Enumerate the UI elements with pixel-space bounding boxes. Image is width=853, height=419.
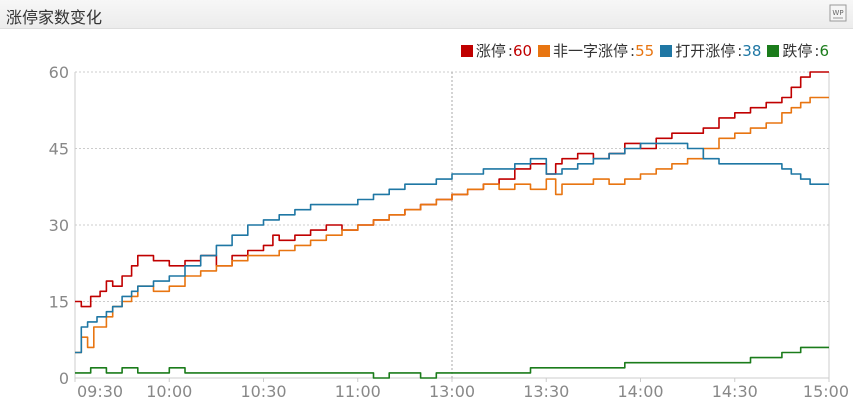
chart-title: 涨停家数变化 [6,8,103,27]
wp-icon[interactable]: WP [829,4,847,22]
x-tick-label: 13:30 [523,382,569,401]
legend-separator: : [814,41,820,60]
y-tick-label: 15 [49,293,69,312]
legend-separator: : [737,41,743,60]
legend-series-name: 跌停 [782,42,813,60]
legend-latest-value: 60 [512,41,533,60]
legend-separator: : [630,41,636,60]
legend-latest-value: 6 [819,41,829,60]
panel-header: 涨停家数变化 WP [0,0,853,29]
series-line-3 [75,142,829,354]
legend-latest-value: 38 [742,41,762,60]
legend-latest-value: 55 [635,41,655,60]
legend-item-2[interactable]: 非一字涨停:55 [538,40,654,61]
svg-text:WP: WP [832,9,843,17]
legend-swatch [767,44,780,57]
legend-item-1[interactable]: 涨停:60 [460,40,533,61]
legend-separator: : [507,41,513,60]
x-tick-label: 15:00 [803,382,849,401]
legend-series-name: 非一字涨停 [553,42,629,60]
y-tick-label: 45 [49,140,69,159]
legend-swatch [660,44,673,57]
x-tick-label: 11:00 [335,382,381,401]
y-tick-label: 0 [59,369,69,388]
x-tick-label: 09:30 [77,382,123,401]
x-tick-label: 14:00 [617,382,663,401]
y-tick-label: 30 [49,216,69,235]
legend-item-4[interactable]: 跌停:6 [767,40,829,61]
y-tick-label: 60 [49,63,69,82]
series-line-2 [75,96,829,354]
legend-swatch [460,44,473,57]
legend-series-name: 涨停 [475,42,506,60]
legend-series-name: 打开涨停 [675,42,736,60]
legend-swatch [538,44,551,57]
x-tick-label: 13:00 [429,382,475,401]
x-tick-label: 14:30 [712,382,758,401]
series-line-4 [75,346,829,379]
x-tick-label: 10:30 [240,382,286,401]
legend-item-3[interactable]: 打开涨停:38 [660,40,761,61]
x-tick-label: 10:00 [146,382,192,401]
chart-legend: 涨停:60 非一字涨停:55 打开涨停:38 跌停:6 [460,40,829,61]
